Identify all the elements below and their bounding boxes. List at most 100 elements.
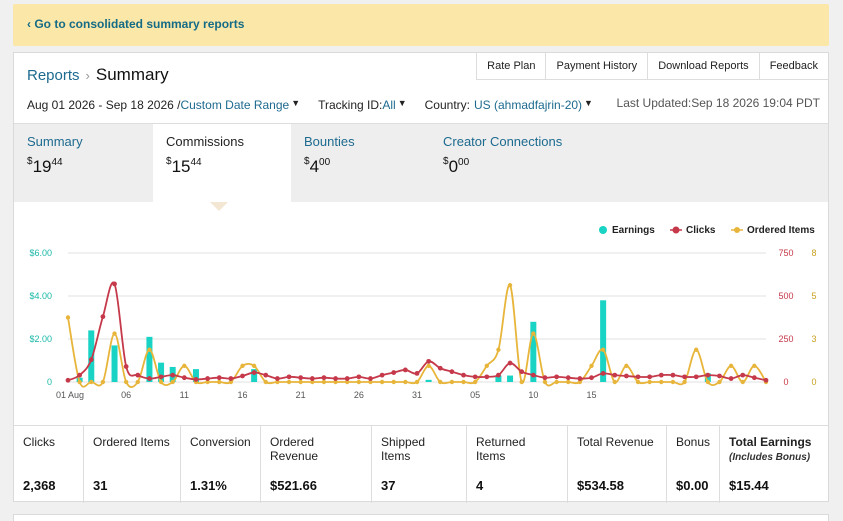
- ordered-items-point: [705, 379, 711, 385]
- breadcrumb-reports-link[interactable]: Reports: [27, 67, 80, 84]
- tracking-id-label: Tracking ID:: [318, 98, 383, 112]
- legend-ordered-items: Ordered Items: [747, 225, 815, 236]
- x-tick: 21: [296, 390, 306, 400]
- ordered-items-point: [624, 363, 629, 369]
- clicks-point: [123, 364, 129, 369]
- download-reports-button[interactable]: Download Reports: [647, 53, 759, 80]
- y-left-tick: 0: [47, 377, 52, 387]
- stat-total-earnings: Total Earnings (Includes Bonus) $15.44: [729, 435, 812, 493]
- rate-plan-button[interactable]: Rate Plan: [476, 53, 546, 80]
- ordered-items-point: [205, 379, 210, 385]
- tab-value: $0 00: [443, 156, 470, 177]
- clicks-point: [426, 358, 432, 364]
- ordered-items-point: [321, 379, 327, 385]
- clicks-point: [670, 372, 676, 378]
- ordered-items-point: [740, 379, 745, 385]
- earnings-bar: [425, 379, 432, 382]
- x-tick: 26: [354, 390, 364, 400]
- clicks-point: [705, 372, 711, 378]
- clicks-point: [228, 376, 234, 381]
- ordered-items-point: [647, 379, 652, 385]
- y-items-tick: 3: [811, 334, 816, 344]
- clicks-point: [751, 375, 757, 381]
- tab-creator-connections[interactable]: Creator Connections $0 00: [430, 124, 610, 203]
- clicks-point: [612, 372, 618, 378]
- x-tick: 31: [412, 390, 422, 400]
- ordered-items-point: [507, 283, 513, 288]
- x-tick: 05: [470, 390, 480, 400]
- clicks-point: [147, 376, 152, 381]
- earnings-bar: [507, 375, 514, 382]
- next-card: [13, 514, 829, 521]
- tab-commissions[interactable]: Commissions $15 44: [153, 124, 291, 204]
- x-tick: 10: [528, 390, 538, 400]
- stat-clicks: Clicks 2,368: [14, 426, 84, 503]
- chevron-down-icon[interactable]: ▼: [397, 98, 407, 108]
- clicks-point: [135, 372, 141, 378]
- consolidated-banner: ‹ Go to consolidated summary reports: [13, 4, 829, 46]
- ordered-items-point: [682, 379, 687, 385]
- chevron-down-icon[interactable]: ▼: [584, 98, 593, 108]
- y-clicks-tick: 0: [783, 377, 788, 387]
- tab-summary[interactable]: Summary $19 44: [14, 124, 153, 203]
- payment-history-button[interactable]: Payment History: [545, 53, 648, 80]
- ordered-items-point: [158, 379, 164, 385]
- clicks-point: [740, 372, 746, 378]
- stat-ordered-revenue: Ordered Revenue $521.66: [261, 426, 372, 503]
- clicks-point: [286, 374, 292, 380]
- ordered-items-point: [566, 379, 571, 385]
- consolidated-summary-link[interactable]: ‹ Go to consolidated summary reports: [27, 17, 245, 31]
- clicks-point: [216, 375, 222, 381]
- country-label: Country:: [424, 98, 470, 112]
- country-dropdown[interactable]: US (ahmadfajrin-20): [474, 98, 583, 112]
- ordered-items-point: [414, 379, 420, 385]
- ordered-items-point: [635, 379, 641, 385]
- legend-earnings-marker: [599, 226, 607, 234]
- ordered-items-point: [542, 379, 548, 385]
- clicks-point: [158, 374, 164, 380]
- ordered-items-point: [659, 379, 664, 385]
- earnings-bar: [495, 375, 502, 382]
- ordered-items-point: [147, 347, 152, 352]
- clicks-point: [402, 367, 408, 373]
- legend-earnings: Earnings: [612, 225, 655, 236]
- chevron-down-icon[interactable]: ▼: [291, 98, 301, 108]
- clicks-point: [496, 372, 501, 378]
- earnings-bar: [146, 336, 153, 382]
- clicks-point: [263, 372, 269, 378]
- ordered-items-point: [496, 347, 501, 352]
- clicks-point: [507, 360, 513, 366]
- clicks-point: [484, 374, 490, 380]
- earnings-bar: [158, 362, 165, 382]
- x-tick: 16: [237, 390, 247, 400]
- tracking-id-dropdown[interactable]: All: [382, 98, 396, 112]
- ordered-items-point: [461, 379, 466, 385]
- clicks-point: [100, 314, 106, 320]
- clicks-point: [344, 376, 350, 381]
- ordered-items-point: [577, 379, 583, 385]
- clicks-point: [472, 374, 478, 380]
- ordered-items-point: [391, 379, 396, 385]
- ordered-items-point: [728, 363, 734, 369]
- clicks-point: [728, 376, 734, 381]
- clicks-point: [170, 372, 176, 378]
- ordered-items-point: [484, 363, 489, 369]
- ordered-items-point: [240, 363, 245, 369]
- stat-conversion: Conversion 1.31%: [181, 426, 261, 503]
- date-range-dropdown[interactable]: Custom Date Range: [180, 98, 290, 112]
- clicks-point: [414, 371, 420, 376]
- ordered-items-point: [612, 379, 617, 385]
- clicks-point: [333, 376, 338, 381]
- ordered-items-point: [368, 379, 373, 385]
- y-left-tick: $6.00: [29, 248, 52, 258]
- y-clicks-tick: 750: [778, 248, 793, 258]
- tab-bounties[interactable]: Bounties $4 00: [291, 124, 430, 203]
- breadcrumb: Reports › Summary: [27, 65, 169, 85]
- ordered-items-point: [275, 379, 280, 385]
- clicks-point: [693, 374, 699, 380]
- ordered-items-point: [752, 363, 757, 369]
- clicks-point: [321, 375, 327, 381]
- earnings-bar: [111, 345, 118, 382]
- feedback-button[interactable]: Feedback: [758, 53, 828, 80]
- stat-bonus: Bonus $0.00: [667, 426, 720, 503]
